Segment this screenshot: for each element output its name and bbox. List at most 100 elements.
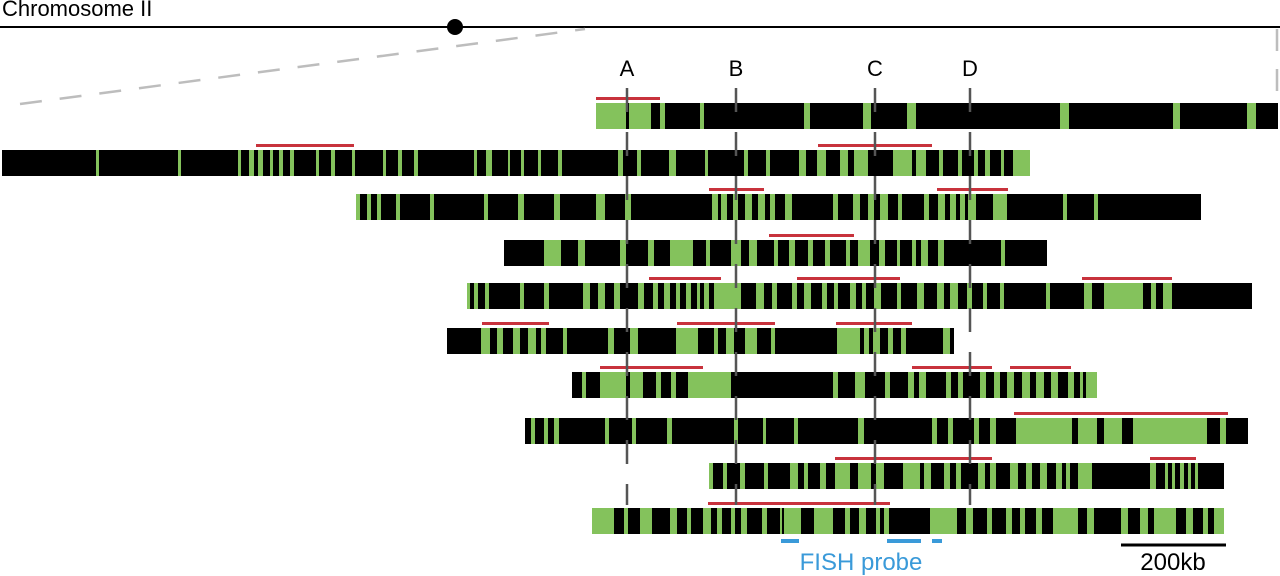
track-segment <box>771 328 775 354</box>
track-segment <box>1180 463 1184 489</box>
track-segment <box>799 150 806 176</box>
track-segment <box>660 103 665 129</box>
track-segment <box>544 418 548 444</box>
track-segment <box>688 372 731 398</box>
track-segment <box>598 283 605 309</box>
track-segment <box>731 508 735 534</box>
track-segment <box>1173 103 1180 129</box>
track-segment <box>620 240 626 266</box>
track-segment <box>983 283 987 309</box>
track-segment <box>770 194 775 220</box>
track-segment <box>563 328 567 354</box>
track-segment <box>714 328 718 354</box>
highlight-bar <box>482 322 549 325</box>
track-segment <box>528 328 536 354</box>
track-segment <box>1094 194 1098 220</box>
genome-track <box>572 366 1097 398</box>
track-segment <box>258 150 263 176</box>
highlight-bar <box>797 277 900 280</box>
track-segment <box>868 194 874 220</box>
genome-track <box>2 144 1030 176</box>
track-segment <box>903 463 920 489</box>
track-segment <box>1007 372 1014 398</box>
track-segment <box>1051 372 1058 398</box>
marker-label-a: A <box>620 56 635 81</box>
track-segment <box>1195 463 1198 489</box>
track-segment <box>858 418 864 444</box>
track-bar <box>592 508 1224 534</box>
track-segment <box>723 463 727 489</box>
track-segment <box>864 328 869 354</box>
track-segment <box>987 508 992 534</box>
track-segment <box>331 150 335 176</box>
track-segment <box>814 508 833 534</box>
genome-track <box>356 188 1201 220</box>
track-segment <box>758 194 765 220</box>
track-segment <box>825 240 830 266</box>
genome-track <box>447 322 954 354</box>
track-segment <box>1063 194 1067 220</box>
highlight-bar <box>600 366 703 369</box>
track-segment <box>853 194 860 220</box>
track-segment <box>745 194 752 220</box>
track-segment <box>897 240 900 266</box>
highlight-bar <box>769 234 854 237</box>
track-segment <box>1165 463 1168 489</box>
track-segment <box>1068 372 1074 398</box>
highlight-bar <box>1150 457 1196 460</box>
track-segment <box>734 418 738 444</box>
track-segment <box>605 418 609 444</box>
track-segment <box>377 194 381 220</box>
track-segment <box>740 463 745 489</box>
highlight-bar <box>1082 277 1172 280</box>
track-segment <box>656 372 661 398</box>
track-segment <box>249 150 254 176</box>
genome-tracks <box>2 97 1278 534</box>
track-segment <box>687 508 691 534</box>
track-segment <box>958 150 962 176</box>
track-segment <box>608 328 614 354</box>
track-segment <box>670 240 693 266</box>
track-segment <box>1151 283 1156 309</box>
track-segment <box>1040 463 1047 489</box>
track-segment <box>676 328 698 354</box>
track-segment <box>356 194 360 220</box>
track-bar <box>525 418 1248 444</box>
track-segment <box>978 463 985 489</box>
track-segment <box>1046 283 1050 309</box>
track-segment <box>924 194 929 220</box>
track-segment <box>766 150 770 176</box>
track-segment <box>1163 283 1172 309</box>
genome-track <box>709 457 1224 489</box>
track-segment <box>974 150 978 176</box>
track-segment <box>541 328 546 354</box>
track-segment <box>974 418 979 444</box>
track-segment <box>858 240 870 266</box>
track-segment <box>780 508 782 534</box>
track-segment <box>893 150 912 176</box>
track-segment <box>1247 103 1256 129</box>
track-segment <box>834 283 838 309</box>
track-segment <box>583 283 590 309</box>
track-segment <box>396 194 400 220</box>
track-segment <box>1150 463 1156 489</box>
track-segment <box>850 283 856 309</box>
track-segment <box>1186 508 1193 534</box>
track-segment <box>664 283 670 309</box>
track-segment <box>855 372 865 398</box>
track-segment <box>367 194 371 220</box>
track-segment <box>1053 508 1078 534</box>
track-segment <box>908 372 914 398</box>
track-segment <box>808 240 813 266</box>
track-segment <box>858 463 871 489</box>
track-segment <box>966 508 973 534</box>
track-segment <box>1121 508 1128 534</box>
track-segment <box>946 372 951 398</box>
track-segment <box>921 240 928 266</box>
track-segment <box>862 283 866 309</box>
track-segment <box>917 283 924 309</box>
track-segment <box>630 372 643 398</box>
track-segment <box>846 240 850 266</box>
track-segment <box>790 463 798 489</box>
